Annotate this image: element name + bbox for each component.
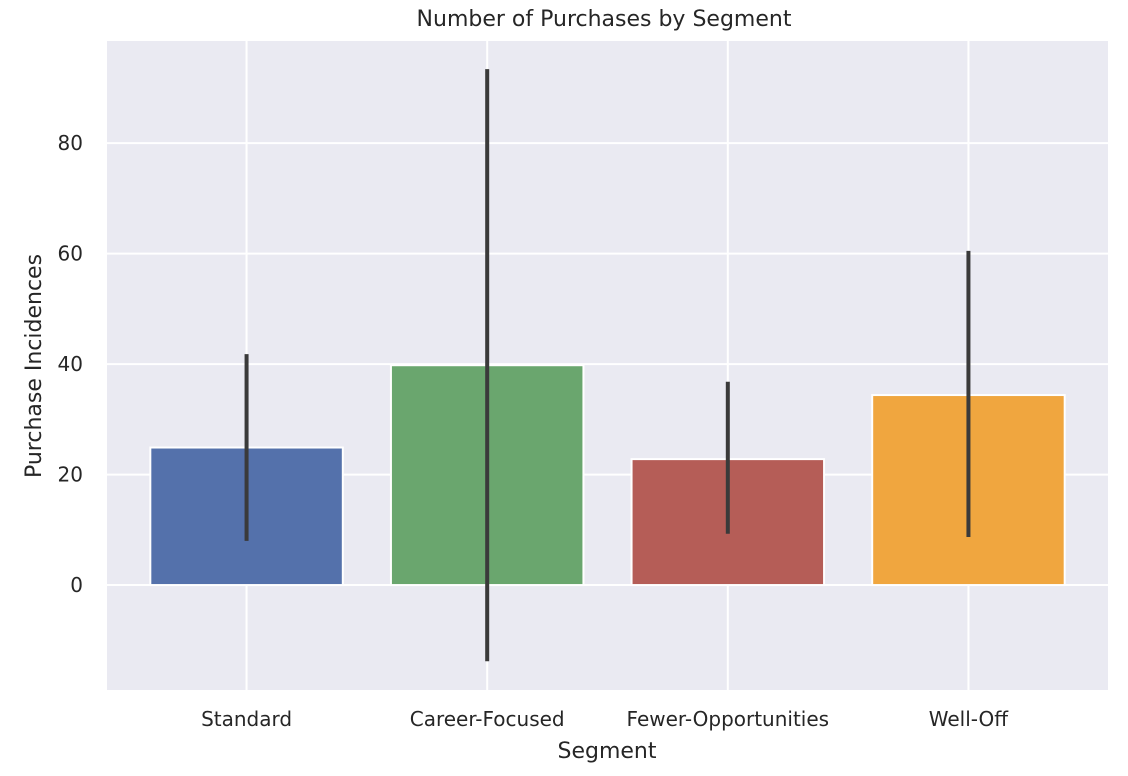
x-tick-label: Well-Off <box>929 707 1010 731</box>
ticks-layer: 0 20 40 60 80 Standard Career-Focused Fewer-Opp… <box>58 131 1010 731</box>
x-tick-label: Fewer-Opportunities <box>627 707 830 731</box>
y-tick-label: 40 <box>58 352 83 376</box>
x-tick-label: Career-Focused <box>410 707 565 731</box>
errorbars-layer <box>244 69 971 662</box>
x-tick-label: Standard <box>201 707 292 731</box>
y-tick-label: 0 <box>70 573 83 597</box>
chart-title: Number of Purchases by Segment <box>417 7 792 32</box>
y-tick-label: 80 <box>58 131 83 155</box>
y-axis-label: Purchase Incidences <box>22 254 47 478</box>
y-tick-label: 20 <box>58 463 83 487</box>
plot-area <box>107 41 1108 690</box>
x-axis-label: Segment <box>558 739 657 764</box>
y-tick-label: 60 <box>58 242 83 266</box>
